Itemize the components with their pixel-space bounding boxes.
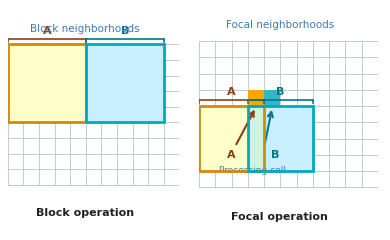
Bar <box>248 90 264 106</box>
Text: A: A <box>227 87 236 97</box>
Text: B: B <box>121 25 129 36</box>
Text: A: A <box>43 25 51 36</box>
Text: Processing cell: Processing cell <box>219 166 286 175</box>
Text: Block neighborhoods: Block neighborhoods <box>30 24 140 34</box>
Text: Focal neighborhoods: Focal neighborhoods <box>225 20 334 30</box>
Text: B: B <box>276 87 285 97</box>
Bar <box>199 106 264 171</box>
Text: Block operation: Block operation <box>36 208 134 218</box>
Bar <box>199 106 264 171</box>
Bar <box>248 106 313 171</box>
Bar <box>264 90 280 106</box>
Text: B: B <box>271 150 280 160</box>
Bar <box>8 44 86 122</box>
Text: Focal operation: Focal operation <box>231 212 328 222</box>
Text: A: A <box>227 150 236 160</box>
Bar <box>86 44 164 122</box>
Bar <box>248 106 313 171</box>
Bar <box>248 106 264 171</box>
